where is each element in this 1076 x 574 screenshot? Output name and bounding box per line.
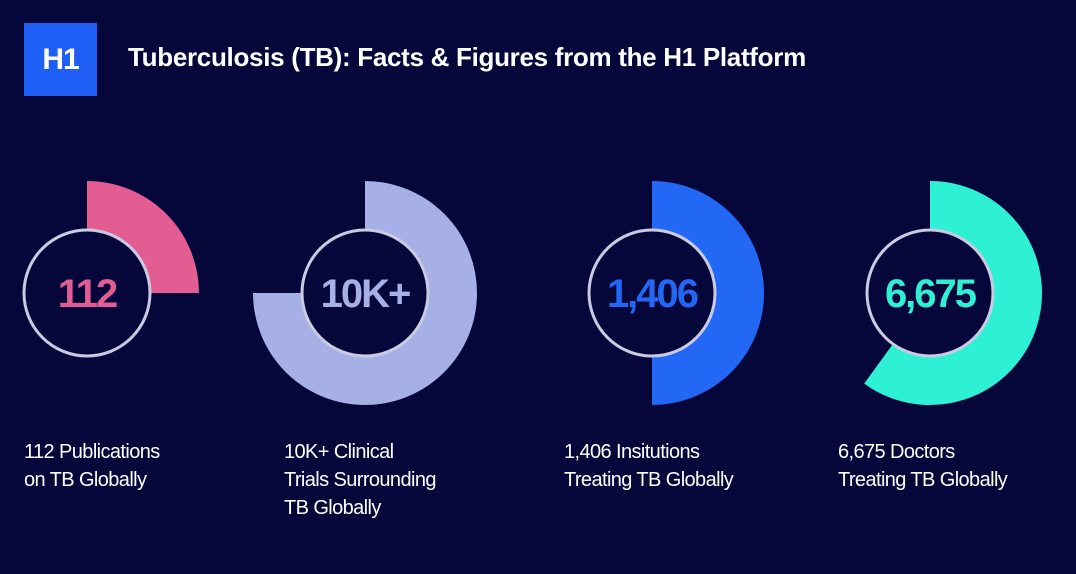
gauge-2: 10K+ — [253, 181, 477, 405]
page-title: Tuberculosis (TB): Facts & Figures from … — [128, 42, 806, 72]
gauge-inner-circle — [300, 228, 430, 358]
gauge-inner-circle — [865, 228, 995, 358]
stat-caption: 1,406 Insitutions Treating TB Globally — [564, 438, 794, 494]
stat-caption-line: TB Globally — [284, 497, 381, 519]
stat-caption-line: 10K+ Clinical — [284, 441, 394, 463]
gauge-arc — [864, 181, 1042, 405]
h1-logo: H1 — [24, 23, 97, 96]
stat-caption-line: Treating TB Globally — [838, 469, 1008, 491]
gauge-arc — [86, 181, 199, 294]
stat-caption-line: on TB Globally — [24, 469, 147, 491]
stat-caption: 112 Publications on TB Globally — [24, 438, 254, 494]
gauge-3: 1,406 — [587, 181, 764, 405]
gauge-4: 6,675 — [864, 181, 1042, 405]
stat-caption-line: 6,675 Doctors — [838, 441, 955, 463]
stat-caption-line: Treating TB Globally — [564, 469, 734, 491]
gauge-value-label: 6,675 — [885, 272, 977, 316]
gauge-arc — [651, 181, 764, 405]
gauge-value-label: 112 — [58, 272, 117, 316]
stat-caption: 10K+ Clinical Trials Surrounding TB Global… — [284, 438, 514, 522]
gauge-1: 112 — [22, 181, 199, 358]
gauge-inner-circle — [22, 228, 152, 358]
stat-caption-line: Trials Surrounding — [284, 469, 436, 491]
stat-caption: 6,675 Doctors Treating TB Globally — [838, 438, 1068, 494]
gauge-inner-circle — [587, 228, 717, 358]
stat-caption-line: 112 Publications — [24, 441, 160, 463]
stat-caption-line: 1,406 Insitutions — [564, 441, 700, 463]
gauge-arc — [253, 181, 477, 405]
gauge-value-label: 1,406 — [607, 272, 698, 316]
gauge-value-label: 10K+ — [321, 272, 410, 316]
